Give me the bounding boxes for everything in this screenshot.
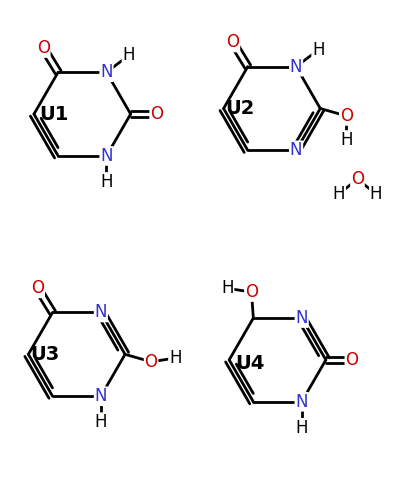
Text: H: H — [340, 131, 353, 149]
Text: N: N — [100, 63, 113, 81]
Text: H: H — [370, 185, 382, 203]
Text: H: H — [333, 185, 345, 203]
Text: H: H — [221, 280, 233, 297]
Text: O: O — [150, 105, 163, 123]
Text: U1: U1 — [40, 104, 69, 124]
Text: U3: U3 — [31, 345, 60, 364]
Text: U2: U2 — [225, 99, 255, 118]
Text: N: N — [94, 387, 107, 405]
Text: H: H — [312, 41, 325, 59]
Text: O: O — [31, 280, 44, 297]
Text: U4: U4 — [235, 354, 264, 373]
Text: H: H — [94, 413, 107, 431]
Text: H: H — [295, 419, 308, 437]
Text: H: H — [100, 173, 113, 191]
Text: O: O — [340, 107, 353, 125]
Text: O: O — [245, 283, 258, 301]
Text: O: O — [145, 353, 158, 371]
Text: H: H — [123, 46, 135, 64]
Text: O: O — [345, 351, 358, 369]
Text: N: N — [295, 309, 308, 327]
Text: O: O — [37, 39, 50, 57]
Text: N: N — [94, 304, 107, 322]
Text: O: O — [226, 34, 239, 52]
Text: N: N — [295, 393, 308, 411]
Text: O: O — [351, 170, 364, 188]
Text: H: H — [169, 349, 181, 367]
Text: N: N — [290, 142, 303, 160]
Text: N: N — [100, 147, 113, 165]
Text: N: N — [290, 58, 303, 76]
